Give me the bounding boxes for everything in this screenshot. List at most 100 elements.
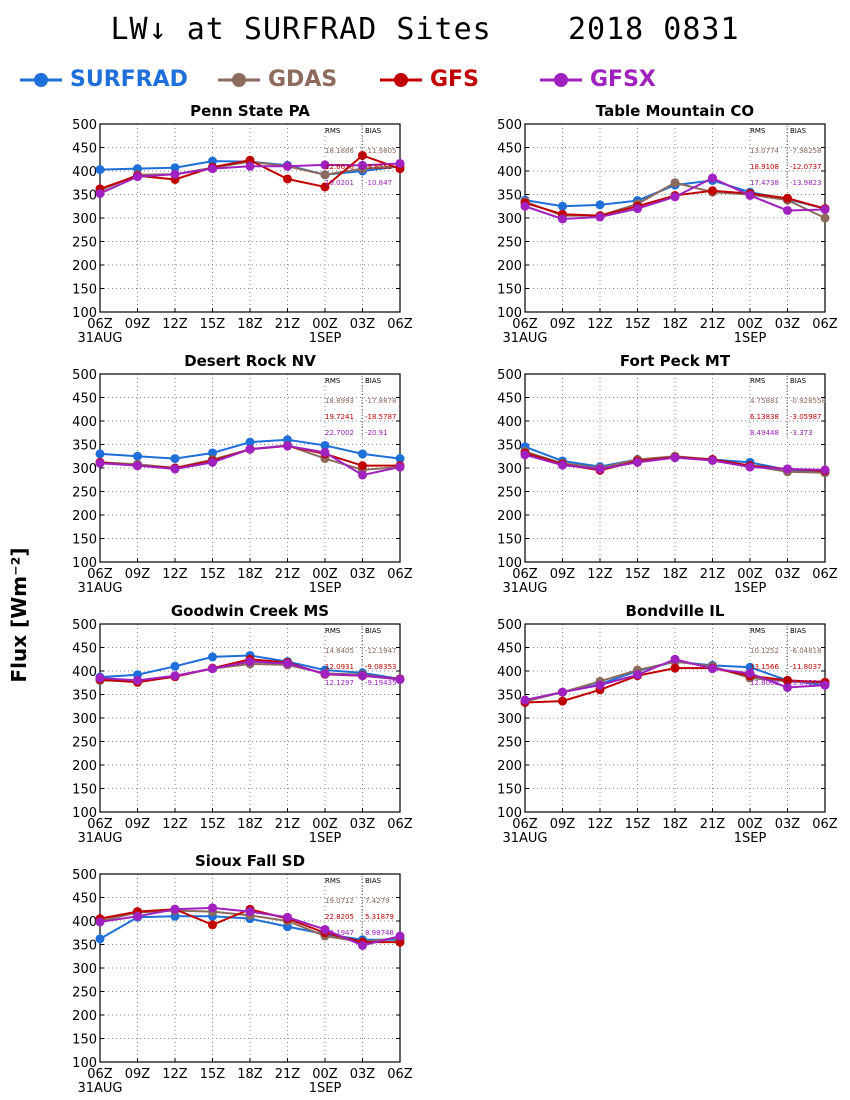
data-point-gfsx	[633, 204, 642, 214]
x-tick-label: 18Z	[662, 317, 688, 332]
y-tick-label: 450	[497, 642, 522, 657]
data-point-gfs	[358, 150, 367, 160]
data-point-gfsx	[358, 671, 367, 681]
data-point-gfs	[208, 920, 217, 930]
stats-bias-value: -11.8037	[790, 663, 821, 671]
data-point-surfrad	[208, 448, 217, 458]
stats-bias-value: -9.8552	[365, 163, 392, 171]
y-tick-label: 500	[72, 868, 97, 883]
y-tick-label: 300	[72, 462, 97, 477]
data-point-gfsx	[358, 160, 367, 170]
data-point-gfsx	[245, 907, 255, 917]
data-point-gfsx	[208, 457, 217, 467]
y-tick-label: 100	[72, 556, 97, 571]
chart-title: Desert Rock NV	[184, 352, 316, 370]
x-tick-label: 03Z	[350, 817, 376, 832]
x-tick-label: 09Z	[550, 817, 576, 832]
x-tick-label: 03Z	[775, 817, 801, 832]
stats-bias-header: BIAS	[365, 877, 382, 885]
stats-bias-header: BIAS	[365, 627, 382, 635]
y-tick-label: 150	[72, 1033, 97, 1048]
stats-rms-value: 14.8405	[325, 647, 354, 655]
legend-label-surfrad: SURFRAD	[70, 67, 188, 92]
y-tick-label: 150	[497, 783, 522, 798]
data-point-gfs	[708, 186, 717, 196]
legend-label-gdas: GDAS	[268, 67, 338, 92]
data-point-gfs	[783, 675, 792, 685]
x-tick-label: 12Z	[162, 817, 188, 832]
data-point-gfsx	[520, 450, 530, 460]
data-point-gfsx	[283, 912, 292, 922]
x-tick-label: 12Z	[587, 567, 613, 582]
x-tick-label: 18Z	[237, 317, 263, 332]
y-tick-label: 300	[72, 212, 97, 227]
data-point-surfrad	[558, 201, 567, 211]
y-tick-label: 450	[72, 392, 97, 407]
y-tick-label: 400	[497, 415, 522, 430]
figure-title: LW↓ at SURFRAD Sites 2018 0831	[110, 12, 740, 47]
data-point-gfsx	[283, 441, 292, 451]
data-point-gdas	[320, 170, 330, 180]
x-tick-label: 21Z	[275, 317, 301, 332]
y-tick-label: 250	[497, 736, 522, 751]
data-point-gdas	[670, 178, 680, 188]
data-point-gfsx	[358, 940, 367, 950]
x-tick-label: 15Z	[625, 317, 651, 332]
y-tick-label: 350	[72, 189, 97, 204]
stats-rms-header: RMS	[750, 377, 766, 385]
data-point-surfrad	[245, 437, 255, 447]
stats-rms-header: RMS	[325, 377, 341, 385]
x-tick-label: 06Z	[87, 1067, 113, 1082]
x-tick-label: 00Z	[312, 817, 338, 832]
x-tick-label: 09Z	[125, 817, 151, 832]
data-point-gfsx	[670, 192, 680, 202]
chart-panel-2: Desert Rock NV 100 150 200 250 300 350 400 450 50…	[72, 352, 413, 596]
x-tick-label: 06Z	[87, 567, 113, 582]
data-point-gfsx	[320, 447, 330, 457]
x-date-label: 31AUG	[77, 831, 122, 846]
stats-rms-value: 12.8008	[750, 679, 779, 687]
y-tick-label: 300	[497, 462, 522, 477]
y-tick-label: 200	[497, 509, 522, 524]
data-point-surfrad	[133, 451, 142, 461]
x-tick-label: 00Z	[737, 317, 763, 332]
data-point-gfsx	[558, 687, 567, 697]
stats-rms-value: 4.75881	[750, 397, 779, 405]
data-point-gfsx	[783, 205, 792, 215]
data-point-gfsx	[95, 189, 105, 199]
y-tick-label: 400	[72, 915, 97, 930]
data-point-surfrad	[95, 449, 105, 459]
x-tick-label: 06Z	[87, 317, 113, 332]
data-point-gfsx	[395, 931, 405, 941]
data-point-gfsx	[745, 462, 755, 472]
data-point-gfsx	[208, 164, 217, 174]
data-point-gfs	[783, 193, 792, 203]
x-tick-label: 06Z	[387, 817, 413, 832]
stats-bias-value: 8.98748	[365, 929, 394, 937]
data-point-gfsx	[670, 453, 680, 463]
x-tick-label: 06Z	[512, 567, 538, 582]
x-tick-label: 12Z	[162, 317, 188, 332]
stats-rms-header: RMS	[325, 127, 341, 135]
x-tick-label: 21Z	[275, 1067, 301, 1082]
y-tick-label: 500	[497, 368, 522, 383]
y-tick-label: 250	[72, 486, 97, 501]
data-point-surfrad	[358, 449, 367, 459]
data-point-gfsx	[170, 904, 180, 914]
data-point-gfsx	[395, 462, 405, 472]
y-tick-label: 350	[72, 939, 97, 954]
x-date-label: 31AUG	[77, 331, 122, 346]
stats-rms-value: 8.49448	[750, 429, 779, 437]
y-tick-label: 300	[72, 962, 97, 977]
chart-panel-5: Bondville IL 100 150 200 250 300 350 400 450 500 0…	[497, 602, 838, 846]
y-tick-label: 150	[497, 283, 522, 298]
stats-bias-value: -3.373	[790, 429, 813, 437]
data-point-gfsx	[595, 212, 605, 222]
x-tick-label: 06Z	[812, 817, 838, 832]
stats-rms-value: 12.0931	[325, 663, 354, 671]
stats-rms-value: 6.13838	[750, 413, 779, 421]
x-tick-label: 21Z	[275, 567, 301, 582]
x-tick-label: 06Z	[512, 317, 538, 332]
stats-rms-value: 17.4738	[750, 179, 779, 187]
y-tick-label: 300	[72, 712, 97, 727]
